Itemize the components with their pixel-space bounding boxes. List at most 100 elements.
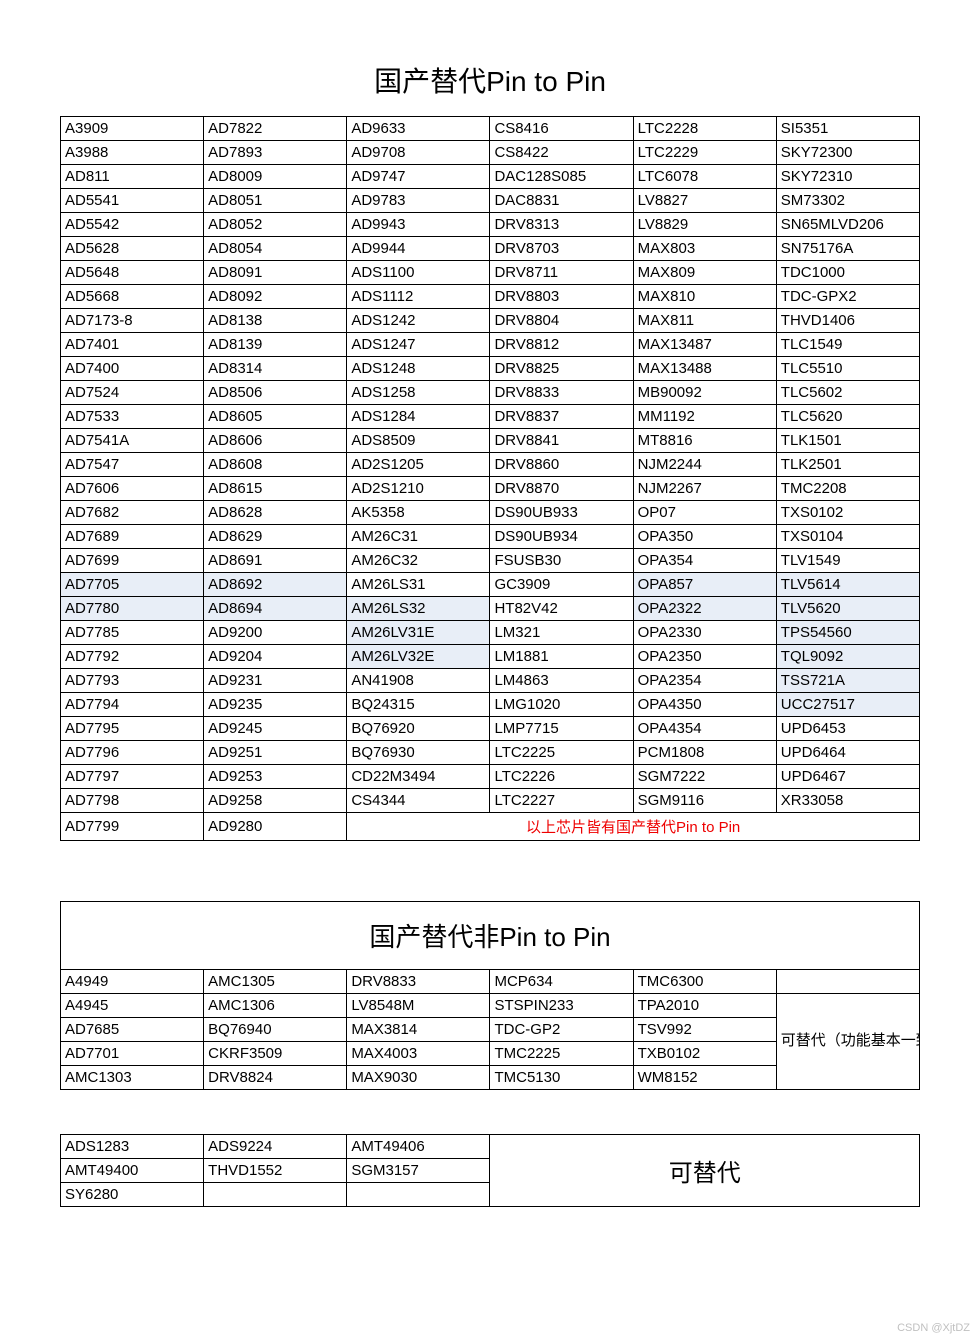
- cell: [347, 1183, 490, 1207]
- cell: AD9747: [347, 165, 490, 189]
- cell: LM1881: [490, 645, 633, 669]
- cell: AD8608: [204, 453, 347, 477]
- cell: MAX809: [633, 261, 776, 285]
- cell: AMT49406: [347, 1135, 490, 1159]
- cell: AD8138: [204, 309, 347, 333]
- cell: MAX810: [633, 285, 776, 309]
- cell: TQL9092: [776, 645, 919, 669]
- cell: AD9783: [347, 189, 490, 213]
- cell: TLV5620: [776, 597, 919, 621]
- cell: AD9708: [347, 141, 490, 165]
- cell: AD8606: [204, 429, 347, 453]
- cell: AD7705: [61, 573, 204, 597]
- table3-note: 可替代: [490, 1135, 920, 1207]
- cell: AD9231: [204, 669, 347, 693]
- cell: SM73302: [776, 189, 919, 213]
- table2-title: 国产替代非Pin to Pin: [61, 902, 920, 970]
- cell: LV8548M: [347, 994, 490, 1018]
- cell: ADS1284: [347, 405, 490, 429]
- cell: ADS8509: [347, 429, 490, 453]
- cell: AD8091: [204, 261, 347, 285]
- cell: AM26LS31: [347, 573, 490, 597]
- cell: AD9204: [204, 645, 347, 669]
- cell: DRV8833: [347, 970, 490, 994]
- cell: AD8694: [204, 597, 347, 621]
- cell: TSV992: [633, 1018, 776, 1042]
- cell: A4949: [61, 970, 204, 994]
- cell: AD9943: [347, 213, 490, 237]
- cell: DRV8313: [490, 213, 633, 237]
- table1-footnote: 以上芯片皆有国产替代Pin to Pin: [347, 813, 920, 841]
- cell: AD8692: [204, 573, 347, 597]
- cell: ADS1100: [347, 261, 490, 285]
- cell: AD811: [61, 165, 204, 189]
- cell: A3909: [61, 117, 204, 141]
- cell: MAX4003: [347, 1042, 490, 1066]
- cell: THVD1406: [776, 309, 919, 333]
- cell: AD7796: [61, 741, 204, 765]
- cell: SGM7222: [633, 765, 776, 789]
- cell: NJM2244: [633, 453, 776, 477]
- cell: SY6280: [61, 1183, 204, 1207]
- cell: AD9235: [204, 693, 347, 717]
- cell: DRV8870: [490, 477, 633, 501]
- cell: MAX811: [633, 309, 776, 333]
- cell: AD5541: [61, 189, 204, 213]
- cell: AD5648: [61, 261, 204, 285]
- cell: OPA857: [633, 573, 776, 597]
- cell: AD7682: [61, 501, 204, 525]
- table3: ADS1283ADS9224AMT49406可替代AMT49400THVD155…: [60, 1134, 920, 1207]
- cell: TLC5602: [776, 381, 919, 405]
- cell: AK5358: [347, 501, 490, 525]
- cell: AMC1306: [204, 994, 347, 1018]
- cell: THVD1552: [204, 1159, 347, 1183]
- cell: TXB0102: [633, 1042, 776, 1066]
- cell: CS8422: [490, 141, 633, 165]
- cell: NJM2267: [633, 477, 776, 501]
- cell: TMC6300: [633, 970, 776, 994]
- cell: MAX3814: [347, 1018, 490, 1042]
- cell: TLC5510: [776, 357, 919, 381]
- cell: AD8314: [204, 357, 347, 381]
- cell: AD7798: [61, 789, 204, 813]
- cell: ADS1258: [347, 381, 490, 405]
- cell: SI5351: [776, 117, 919, 141]
- cell: DRV8860: [490, 453, 633, 477]
- cell: LM321: [490, 621, 633, 645]
- cell: AD9258: [204, 789, 347, 813]
- cell: AD7780: [61, 597, 204, 621]
- cell: AD7792: [61, 645, 204, 669]
- cell: DRV8703: [490, 237, 633, 261]
- cell: AD7795: [61, 717, 204, 741]
- cell: MAX803: [633, 237, 776, 261]
- cell: OP07: [633, 501, 776, 525]
- cell: LTC2225: [490, 741, 633, 765]
- cell: GC3909: [490, 573, 633, 597]
- cell: UPD6464: [776, 741, 919, 765]
- cell: OPA4354: [633, 717, 776, 741]
- cell: TPS54560: [776, 621, 919, 645]
- cell: UCC27517: [776, 693, 919, 717]
- cell: AD7797: [61, 765, 204, 789]
- cell: AD8628: [204, 501, 347, 525]
- cell: A4945: [61, 994, 204, 1018]
- cell: DRV8711: [490, 261, 633, 285]
- cell: LTC2226: [490, 765, 633, 789]
- cell: AD7689: [61, 525, 204, 549]
- cell: AD8629: [204, 525, 347, 549]
- cell: DAC8831: [490, 189, 633, 213]
- cell: AMC1303: [61, 1066, 204, 1090]
- cell: DRV8837: [490, 405, 633, 429]
- cell: DRV8803: [490, 285, 633, 309]
- cell: [204, 1183, 347, 1207]
- cell: ADS9224: [204, 1135, 347, 1159]
- cell: AD5542: [61, 213, 204, 237]
- cell: AD5668: [61, 285, 204, 309]
- cell: AD8691: [204, 549, 347, 573]
- cell: XR33058: [776, 789, 919, 813]
- cell: AD7541A: [61, 429, 204, 453]
- cell: ADS1242: [347, 309, 490, 333]
- cell: AMC1305: [204, 970, 347, 994]
- cell: OPA2330: [633, 621, 776, 645]
- cell: TLV5614: [776, 573, 919, 597]
